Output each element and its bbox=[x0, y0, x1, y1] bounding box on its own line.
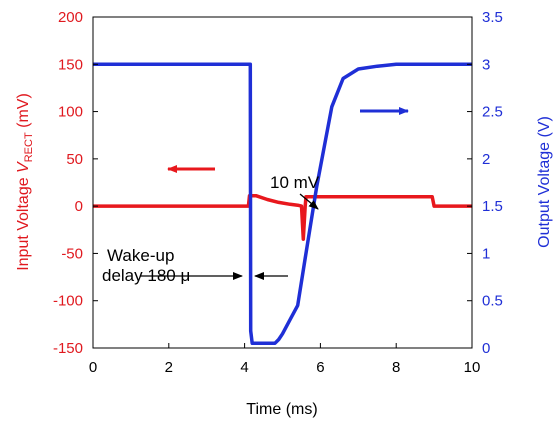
y-right-tick-label: 2.5 bbox=[482, 104, 503, 121]
y-right-tick-label: 3 bbox=[482, 56, 490, 73]
y-right-tick-label: 1.5 bbox=[482, 198, 503, 215]
y-left-tick-label: 200 bbox=[58, 9, 83, 26]
y-left-tick-label: 50 bbox=[66, 151, 83, 168]
peak-annotation-arrow bbox=[299, 193, 319, 210]
y-left-tick-label: -50 bbox=[61, 245, 83, 262]
x-tick-label: 4 bbox=[240, 359, 248, 376]
x-tick-label: 10 bbox=[464, 359, 481, 376]
wake-up-label-line1: Wake-up bbox=[107, 246, 174, 265]
output-voltage-line bbox=[93, 62, 472, 346]
x-axis-title: Time (ms) bbox=[246, 401, 317, 418]
ticks-layer: 0 2 4 6 8 10 -150 -100 -50 0 50 100 150 200 0 0.5 1 1.5 2 2… bbox=[53, 9, 503, 376]
y-left-tick-label: 100 bbox=[58, 104, 83, 121]
y-left-tick-label: 150 bbox=[58, 56, 83, 73]
y-right-tick-label: 2 bbox=[482, 151, 490, 168]
y-left-tick-label: -100 bbox=[53, 293, 83, 310]
x-tick-label: 2 bbox=[165, 359, 173, 376]
y-axis-left-title: Input Voltage VRECT (mV) bbox=[15, 93, 35, 271]
plot-frame bbox=[92, 16, 473, 349]
x-tick-label: 0 bbox=[89, 359, 97, 376]
y-right-tick-label: 0 bbox=[482, 340, 490, 357]
series-layer bbox=[93, 62, 472, 346]
y-axis-right-title: Output Voltage (V) bbox=[536, 116, 553, 248]
peak-annotation-label: 10 mV bbox=[270, 173, 320, 192]
input-voltage-line bbox=[93, 193, 472, 241]
y-left-tick-label: 0 bbox=[75, 198, 83, 215]
y-right-tick-label: 3.5 bbox=[482, 9, 503, 26]
x-tick-label: 6 bbox=[316, 359, 324, 376]
y-right-tick-label: 1 bbox=[482, 245, 490, 262]
y-right-tick-label: 0.5 bbox=[482, 293, 503, 310]
y-left-tick-label: -150 bbox=[53, 340, 83, 357]
x-tick-label: 8 bbox=[392, 359, 400, 376]
